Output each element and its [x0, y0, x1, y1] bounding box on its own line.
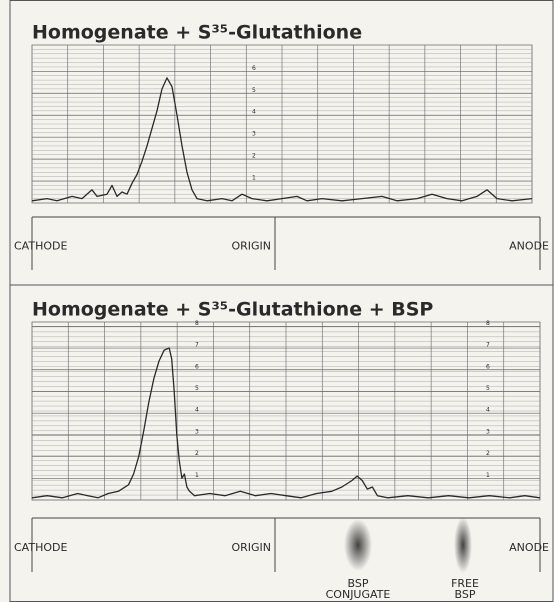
y-tick-label: 8	[486, 320, 490, 327]
trace	[31, 347, 541, 499]
y-tick-label: 4	[195, 407, 199, 414]
y-tick-label: 3	[486, 428, 490, 435]
y-tick-label: 6	[252, 65, 256, 72]
annotation: BSP	[348, 577, 369, 590]
y-tick-label: 8	[195, 320, 199, 327]
y-tick-label: 4	[252, 109, 256, 116]
y-tick-label: 7	[195, 342, 199, 349]
y-tick-label: 6	[486, 363, 490, 370]
origin-label: ORIGIN	[231, 541, 271, 554]
y-tick-label: 2	[486, 450, 490, 457]
annotation: CONJUGATE	[326, 588, 391, 601]
y-tick-label: 5	[195, 385, 199, 392]
y-tick-label: 2	[195, 450, 199, 457]
bsp-conjugate-spot	[344, 519, 372, 571]
y-tick-label: 1	[195, 472, 199, 479]
y-tick-label: 3	[195, 428, 199, 435]
y-tick-label: 5	[252, 87, 256, 94]
free-bsp-spot	[454, 517, 472, 573]
anode-label: ANODE	[509, 541, 549, 554]
trace	[31, 77, 533, 202]
y-tick-label: 7	[486, 342, 490, 349]
chart-title: Homogenate + S³⁵-Glutathione + BSP	[32, 299, 433, 321]
y-tick-label: 6	[195, 363, 199, 370]
chart-title: Homogenate + S³⁵-Glutathione	[32, 22, 362, 44]
annotation: BSP	[455, 588, 476, 601]
y-tick-label: 1	[486, 472, 490, 479]
y-tick-label: 1	[252, 175, 256, 182]
y-tick-label: 2	[252, 153, 256, 160]
y-tick-label: 4	[486, 407, 490, 414]
anode-label: ANODE	[509, 240, 549, 253]
origin-label: ORIGIN	[231, 240, 271, 253]
annotation: FREE	[451, 577, 479, 590]
y-tick-label: 3	[252, 131, 256, 138]
cathode-label: CATHODE	[14, 240, 67, 253]
cathode-label: CATHODE	[14, 541, 67, 554]
y-tick-label: 5	[486, 385, 490, 392]
